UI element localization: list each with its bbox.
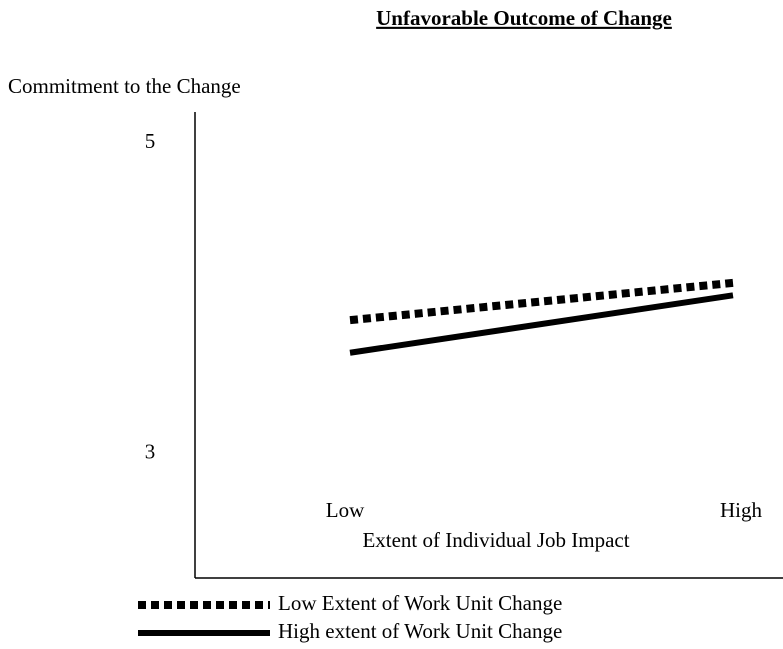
y-tick-label: 5 xyxy=(145,129,156,153)
x-axis-label: Extent of Individual Job Impact xyxy=(362,528,629,552)
x-tick-label: High xyxy=(720,498,763,522)
y-axis-label: Commitment to the Change xyxy=(8,74,241,98)
x-tick-label: Low xyxy=(326,498,365,522)
legend-label: High extent of Work Unit Change xyxy=(278,619,562,643)
data-line xyxy=(349,292,734,356)
legend-label: Low Extent of Work Unit Change xyxy=(278,591,562,615)
chart-title: Unfavorable Outcome of Change xyxy=(376,6,672,30)
y-tick-label: 3 xyxy=(145,440,156,464)
